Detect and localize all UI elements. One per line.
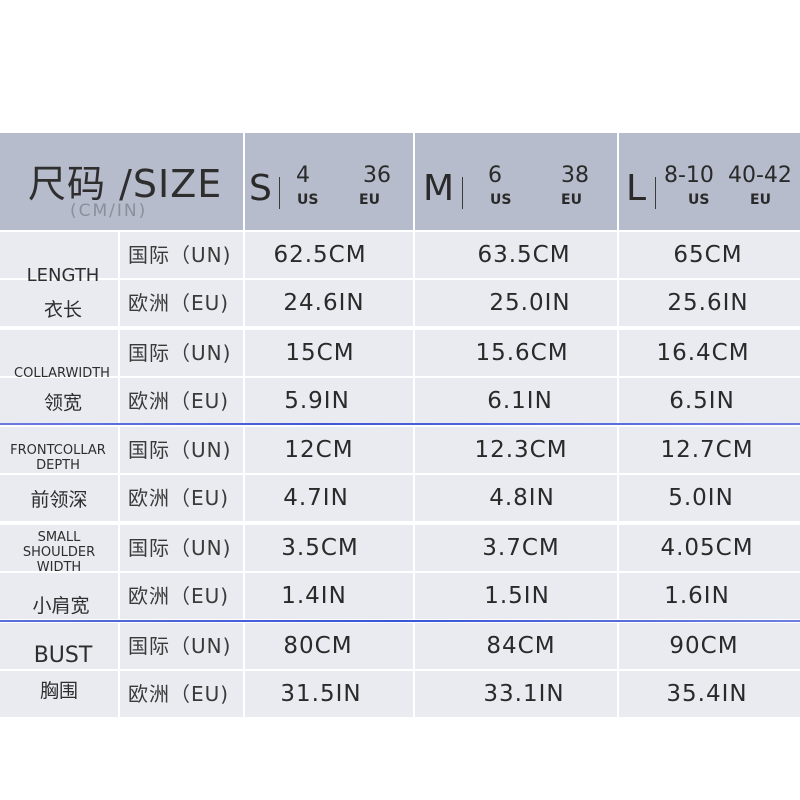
cell-m-eu: 1.5IN (484, 583, 550, 609)
cell-m-eu: 6.1IN (487, 388, 553, 414)
section-divider (0, 423, 800, 425)
cell-l-un: 16.4CM (656, 340, 750, 366)
size-l-eu-label: EU (750, 192, 771, 208)
size-m-us-label: US (490, 192, 512, 208)
cell-m-un: 15.6CM (475, 340, 569, 366)
row-eu-label: 欧洲（EU) (128, 291, 230, 315)
column-divider (413, 232, 415, 717)
row-label-en: FRONTCOLLAR DEPTH (10, 443, 106, 473)
cell-s-un: 3.5CM (281, 535, 359, 561)
cell-s-eu: 1.4IN (281, 583, 347, 609)
table-row: 欧洲（EU) 24.6IN 25.0IN 25.6IN (0, 280, 800, 326)
table-row: 国际（UN) 12CM 12.3CM 12.7CM (0, 427, 800, 473)
row-un-label: 国际（UN) (128, 341, 232, 365)
row-label-zh: 小肩宽 (32, 595, 90, 617)
cell-s-un: 80CM (283, 633, 353, 659)
table-row: 国际（UN) 15CM 15.6CM 16.4CM (0, 330, 800, 376)
cell-l-eu: 6.5IN (669, 388, 735, 414)
cell-m-un: 84CM (486, 633, 556, 659)
row-un-label: 国际（UN) (128, 536, 232, 560)
size-m-us-num: 6 (488, 163, 502, 188)
row-label-en: SMALL SHOULDER WIDTH (22, 530, 96, 575)
size-m-letter: M (423, 168, 455, 209)
cell-l-eu: 1.6IN (664, 583, 730, 609)
size-l-letter: L (626, 168, 647, 209)
row-label-en: LENGTH (26, 265, 100, 286)
size-s-eu-num: 36 (363, 163, 391, 188)
header-divider (413, 133, 415, 230)
cell-m-eu: 33.1IN (483, 681, 565, 707)
unit-subtitle: (CM/IN) (70, 201, 148, 221)
row-label-zh: 前领深 (30, 489, 88, 511)
cell-s-eu: 31.5IN (280, 681, 362, 707)
column-divider (243, 232, 245, 717)
header-divider (617, 133, 619, 230)
row-un-label: 国际（UN) (128, 438, 232, 462)
column-divider (118, 232, 120, 717)
row-eu-label: 欧洲（EU) (128, 682, 230, 706)
size-header: 尺码 /SIZE (CM/IN) S 4 US 36 EU M 6 US 38 … (0, 133, 800, 230)
table-row: 国际（UN) 62.5CM 63.5CM 65CM (0, 232, 800, 278)
row-eu-label: 欧洲（EU) (128, 486, 230, 510)
cell-m-un: 63.5CM (477, 242, 571, 268)
cell-l-eu: 5.0IN (668, 485, 734, 511)
size-l-eu-num: 40-42 (728, 163, 792, 188)
size-s-letter: S (249, 168, 272, 209)
cell-s-eu: 4.7IN (283, 485, 349, 511)
row-eu-label: 欧洲（EU) (128, 584, 230, 608)
size-s-us-num: 4 (296, 163, 310, 188)
cell-s-eu: 24.6IN (283, 290, 365, 316)
row-eu-label: 欧洲（EU) (128, 389, 230, 413)
size-l-us-num: 8-10 (664, 163, 714, 188)
cell-l-un: 65CM (673, 242, 743, 268)
row-label-en: COLLARWIDTH (14, 366, 110, 381)
table-row: 欧洲（EU) 31.5IN 33.1IN 35.4IN (0, 671, 800, 717)
section-divider (0, 620, 800, 622)
cell-s-un: 12CM (284, 437, 354, 463)
cell-s-eu: 5.9IN (284, 388, 350, 414)
row-un-label: 国际（UN) (128, 243, 232, 267)
size-m-eu-label: EU (561, 192, 582, 208)
table-row: 欧洲（EU) 1.4IN 1.5IN 1.6IN (0, 573, 800, 619)
row-un-label: 国际（UN) (128, 634, 232, 658)
row-label-zh: 胸围 (39, 680, 78, 702)
size-l-us-label: US (688, 192, 710, 208)
cell-s-un: 15CM (285, 340, 355, 366)
column-divider (617, 232, 619, 717)
row-label-en: BUST (33, 643, 93, 668)
cell-l-un: 90CM (669, 633, 739, 659)
table-row: 国际（UN) 3.5CM 3.7CM 4.05CM (0, 525, 800, 571)
size-s-eu-label: EU (359, 192, 380, 208)
cell-m-un: 12.3CM (474, 437, 568, 463)
table-row: 欧洲（EU) 4.7IN 4.8IN 5.0IN (0, 475, 800, 521)
size-l-bar (655, 177, 656, 209)
size-m-bar (462, 177, 463, 209)
row-label-zh: 衣长 (43, 299, 82, 321)
cell-m-un: 3.7CM (482, 535, 560, 561)
cell-l-un: 12.7CM (660, 437, 754, 463)
size-s-bar (279, 177, 280, 209)
cell-l-un: 4.05CM (660, 535, 754, 561)
cell-m-eu: 25.0IN (489, 290, 571, 316)
cell-s-un: 62.5CM (273, 242, 367, 268)
row-label-zh: 领宽 (43, 392, 82, 414)
table-row: 欧洲（EU) 5.9IN 6.1IN 6.5IN (0, 378, 800, 424)
table-row: 国际（UN) 80CM 84CM 90CM (0, 623, 800, 669)
cell-l-eu: 35.4IN (666, 681, 748, 707)
cell-m-eu: 4.8IN (489, 485, 555, 511)
size-title: 尺码 /SIZE (28, 162, 223, 206)
cell-l-eu: 25.6IN (667, 290, 749, 316)
header-divider (243, 133, 245, 230)
size-s-us-label: US (297, 192, 319, 208)
size-m-eu-num: 38 (561, 163, 589, 188)
